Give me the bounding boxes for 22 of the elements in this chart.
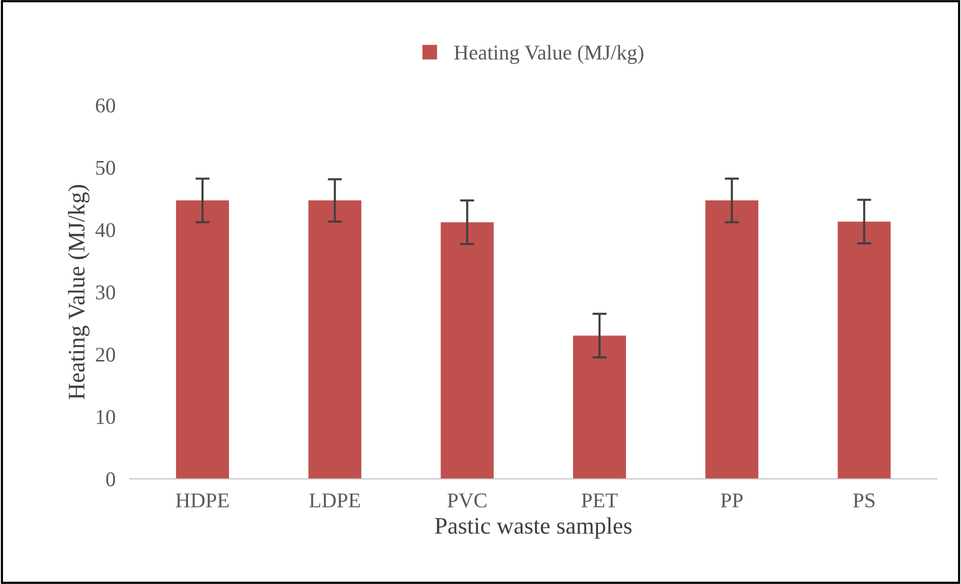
y-tick-label: 30	[96, 285, 116, 300]
x-tick-label: PP	[720, 494, 743, 508]
y-tick-label: 60	[96, 98, 116, 113]
x-axis-title: Pastic waste samples	[435, 517, 632, 539]
bar	[573, 336, 626, 479]
bar	[308, 200, 362, 479]
bar	[440, 222, 494, 479]
bar	[176, 200, 229, 479]
x-tick-label: PET	[582, 494, 618, 508]
x-tick-label: HDPE	[176, 494, 229, 508]
y-tick-label: 0	[106, 472, 116, 486]
y-tick-label: 10	[96, 410, 116, 424]
bar	[705, 200, 758, 479]
x-tick-label: PS	[853, 493, 874, 508]
legend-label: Heating Value (MJ/kg)	[454, 44, 644, 64]
y-axis-title: Heating Value (MJ/kg)	[68, 185, 90, 400]
y-tick-label: 20	[96, 348, 116, 362]
y-tick-label: 50	[96, 160, 116, 175]
y-tick-label: 40	[95, 223, 116, 238]
x-tick-label: PVC	[448, 493, 486, 508]
bar	[838, 222, 891, 479]
x-tick-label: LDPE	[309, 494, 360, 508]
